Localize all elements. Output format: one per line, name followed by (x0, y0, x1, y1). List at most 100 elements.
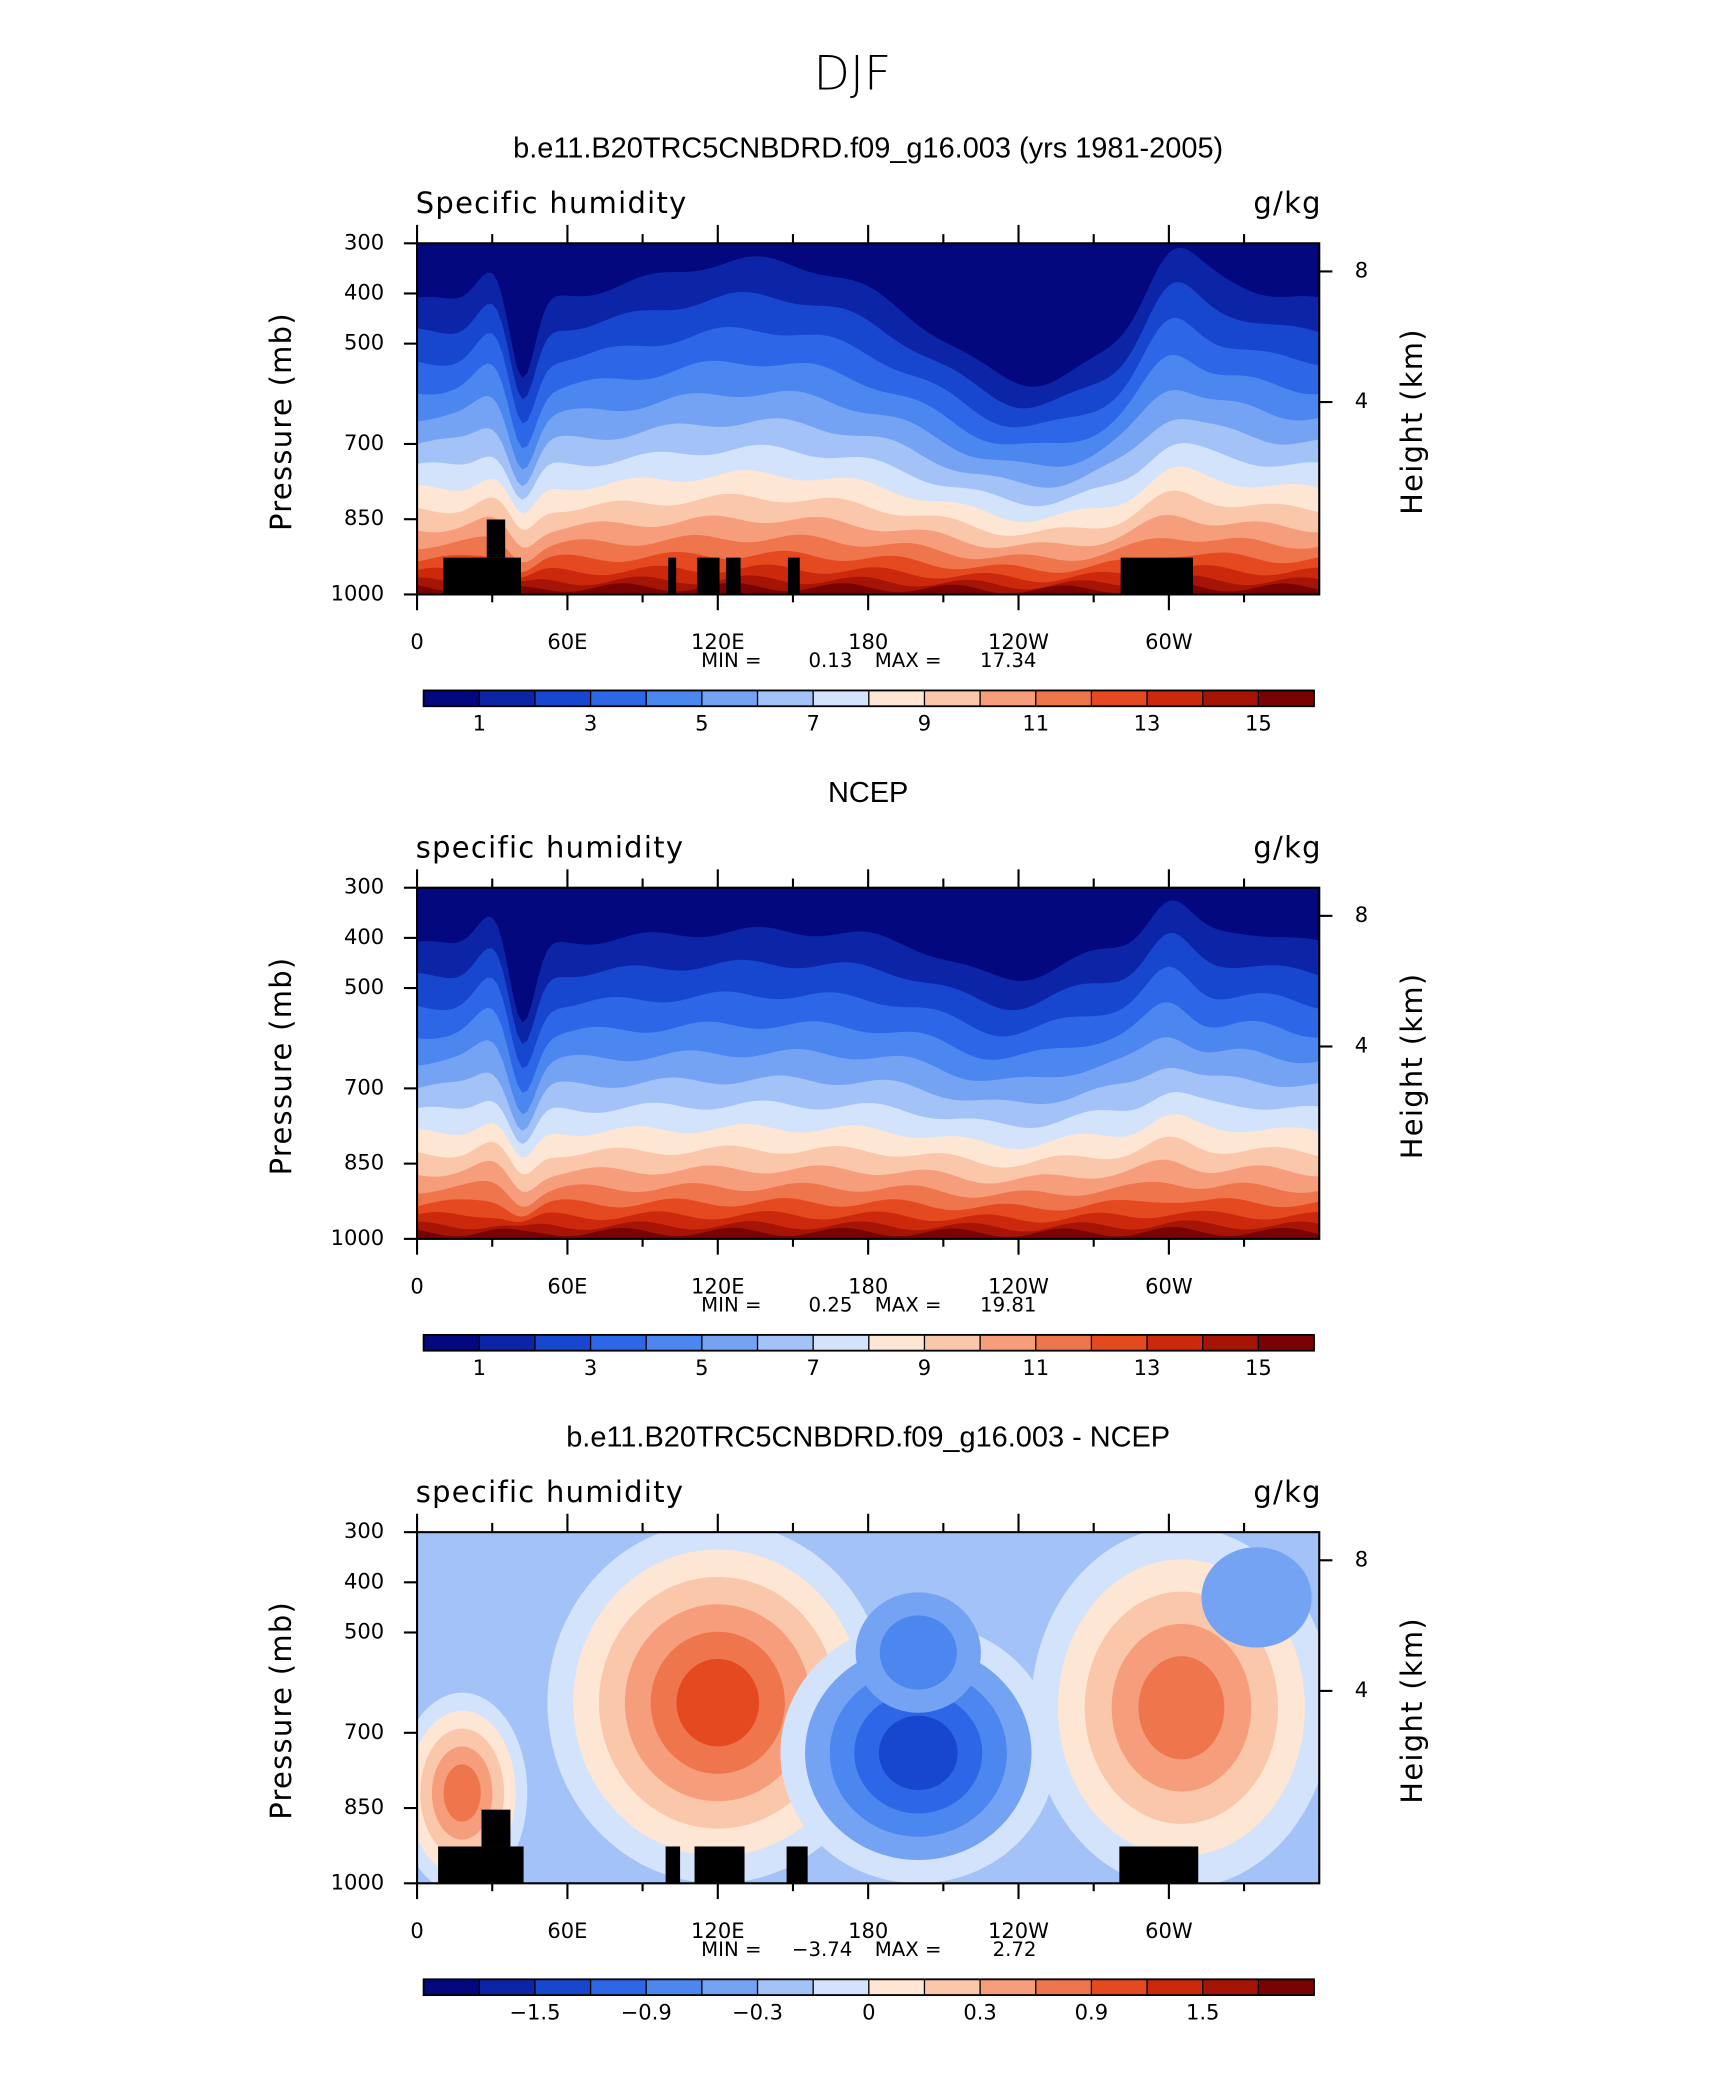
colorbar-box (813, 690, 869, 707)
colorbar-box (757, 690, 814, 707)
contour-band (879, 1615, 957, 1690)
y-tick-label: 300 (344, 1518, 384, 1543)
colorbar-box (757, 1334, 814, 1351)
colorbar-box (813, 1979, 869, 1996)
colorbar-label: −1.5 (509, 2000, 560, 2025)
colorbar-label: 0.3 (963, 2000, 996, 2025)
topography (1119, 1846, 1199, 1884)
y2-tick-label: 4 (1355, 388, 1368, 413)
colorbar-box (1147, 1979, 1203, 1996)
colorbar-box (1035, 1979, 1092, 1996)
colorbar-label: 1 (473, 711, 486, 736)
y2-axis-label: Height (km) (1395, 1617, 1429, 1804)
topography (438, 1846, 524, 1884)
y-tick-label: 300 (344, 229, 384, 254)
y-tick-label: 400 (344, 1568, 384, 1593)
y2-tick-label: 4 (1355, 1677, 1368, 1702)
colorbar-box (646, 690, 702, 707)
colorbar-box (1258, 690, 1314, 707)
y-tick-label: 500 (344, 974, 384, 999)
x-tick-label: 120W (988, 629, 1049, 654)
panel-title: b.e11.B20TRC5CNBDRD.f09_g16.003 (yrs 198… (513, 133, 1223, 165)
y-tick-label: 700 (344, 1719, 384, 1744)
colorbar-box (1202, 1334, 1259, 1351)
y-axis-label: Pressure (mb) (264, 312, 298, 531)
colorbar-box (924, 690, 981, 707)
x-tick-label: 120W (988, 1274, 1049, 1299)
colorbar-box (1147, 1334, 1203, 1351)
topography (786, 1846, 808, 1884)
colorbar-label: 7 (806, 1355, 819, 1380)
x-tick-label: 180 (848, 1274, 888, 1299)
colorbar-box (757, 1979, 814, 1996)
x-tick-label: 60E (547, 1274, 587, 1299)
min-label: MIN = (701, 1938, 761, 1961)
colorbar-label: 7 (806, 711, 819, 736)
max-value: 17.34 (980, 649, 1036, 672)
x-tick-label: 60W (1145, 1274, 1193, 1299)
colorbar-label: 3 (584, 1355, 597, 1380)
colorbar-box (1091, 1334, 1148, 1351)
x-tick-label: 120E (691, 1918, 744, 1943)
x-tick-label: 120E (691, 1274, 744, 1299)
colorbar-box (534, 690, 591, 707)
max-value: 19.81 (980, 1293, 1036, 1316)
colorbar-box (1091, 690, 1148, 707)
min-label: MIN = (701, 1293, 761, 1316)
max-label: MAX = (875, 1938, 942, 1961)
colorbar-box (590, 1334, 647, 1351)
topography (486, 519, 506, 558)
colorbar-box (701, 1334, 758, 1351)
y2-tick-label: 8 (1355, 902, 1368, 927)
colorbar-box (1035, 1334, 1092, 1351)
colorbar-label: 15 (1245, 1355, 1272, 1380)
y-tick-label: 850 (344, 1794, 384, 1819)
colorbar-label: 13 (1134, 1355, 1161, 1380)
colorbar-box (590, 1979, 647, 1996)
colorbar-label: 1.5 (1186, 2000, 1219, 2025)
y-axis-label: Pressure (mb) (264, 1601, 298, 1820)
panel-title: NCEP (828, 777, 908, 809)
colorbar-box (813, 1334, 869, 1351)
max-value: 2.72 (993, 1938, 1037, 1961)
contour-field (417, 1532, 1320, 1884)
colorbar-box (868, 1334, 925, 1351)
contour-band (443, 1764, 481, 1822)
y-tick-label: 500 (344, 1618, 384, 1643)
colorbar-box (1035, 690, 1092, 707)
right-label: g/kg (1253, 831, 1321, 865)
min-value: −3.74 (792, 1938, 852, 1961)
topography (726, 557, 741, 595)
colorbar-box (980, 1334, 1036, 1351)
y-tick-label: 850 (344, 1150, 384, 1175)
colorbar-box (701, 690, 758, 707)
colorbar-box (534, 1979, 591, 1996)
colorbar-box (868, 690, 925, 707)
x-tick-label: 120E (691, 629, 744, 654)
contour-band (1201, 1547, 1312, 1648)
colorbar-label: 3 (584, 711, 597, 736)
min-value: 0.13 (808, 649, 852, 672)
colorbar-box (423, 690, 480, 707)
colorbar-box (646, 1979, 702, 1996)
colorbar-box (479, 1979, 535, 1996)
colorbar-box (868, 1979, 925, 1996)
x-tick-label: 0 (410, 629, 423, 654)
colorbar-box (924, 1979, 981, 1996)
page-title: DJF (814, 46, 892, 101)
max-label: MAX = (875, 649, 942, 672)
topography (443, 557, 521, 595)
colorbar-label: −0.3 (732, 2000, 783, 2025)
colorbar-label: 0 (862, 2000, 875, 2025)
x-tick-label: 60E (547, 629, 587, 654)
contour-band (417, 887, 1320, 1023)
colorbar-box (646, 1334, 702, 1351)
colorbar-box (534, 1334, 591, 1351)
topography (697, 557, 720, 595)
x-tick-label: 60W (1145, 1918, 1193, 1943)
topography (668, 557, 677, 595)
colorbar-frame (422, 1333, 1315, 1352)
y-tick-label: 1000 (331, 580, 385, 605)
colorbar-label: 11 (1022, 1355, 1049, 1380)
